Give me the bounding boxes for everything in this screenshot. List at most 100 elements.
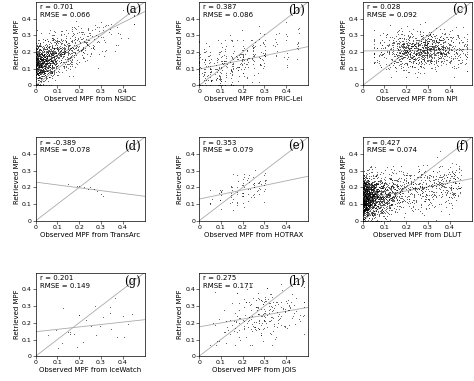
Point — [424, 196, 432, 202]
Point — [362, 195, 370, 202]
Point — [403, 196, 410, 202]
Point — [418, 186, 425, 192]
Point — [48, 32, 55, 38]
Point — [370, 191, 377, 197]
Point — [34, 40, 42, 46]
Point — [427, 58, 434, 64]
Point — [360, 194, 367, 200]
Point — [371, 202, 379, 208]
Point — [458, 46, 466, 53]
Point — [453, 48, 460, 54]
Point — [94, 65, 101, 71]
Point — [373, 189, 381, 195]
Point — [451, 180, 458, 186]
Point — [294, 42, 301, 48]
Point — [395, 56, 403, 62]
Point — [420, 70, 428, 76]
Point — [363, 207, 371, 213]
Point — [417, 201, 424, 207]
Point — [36, 62, 43, 69]
Point — [35, 81, 42, 87]
Point — [375, 212, 383, 218]
Point — [398, 50, 405, 56]
Point — [371, 178, 378, 184]
Point — [437, 208, 444, 214]
Point — [58, 51, 66, 57]
Point — [269, 315, 277, 321]
Point — [390, 205, 398, 211]
Point — [359, 192, 366, 198]
Point — [36, 43, 44, 49]
Point — [294, 26, 301, 32]
Point — [403, 23, 410, 29]
Point — [363, 196, 370, 202]
Point — [260, 325, 268, 331]
Point — [361, 176, 369, 182]
Point — [366, 164, 374, 170]
Point — [419, 52, 427, 58]
Point — [390, 195, 398, 201]
Point — [399, 45, 407, 51]
Point — [33, 53, 40, 59]
Point — [37, 64, 45, 70]
Point — [61, 48, 69, 54]
Point — [445, 177, 453, 183]
Point — [362, 187, 369, 193]
Point — [397, 58, 404, 64]
Point — [240, 174, 247, 181]
Point — [239, 190, 246, 196]
Point — [195, 50, 203, 56]
Point — [92, 32, 100, 38]
Point — [442, 184, 450, 190]
Point — [36, 55, 44, 61]
Point — [363, 189, 370, 195]
Point — [443, 190, 450, 196]
Point — [369, 192, 377, 198]
Point — [439, 45, 447, 51]
Point — [230, 56, 237, 62]
Point — [371, 173, 378, 179]
X-axis label: Observed MPF from HOTRAX: Observed MPF from HOTRAX — [204, 232, 303, 238]
Point — [438, 180, 446, 186]
Point — [420, 61, 428, 67]
Point — [36, 62, 43, 69]
Point — [431, 51, 438, 57]
Point — [38, 56, 46, 62]
Point — [363, 181, 370, 187]
Point — [364, 194, 372, 200]
Point — [387, 184, 395, 190]
Point — [407, 178, 415, 184]
Point — [39, 56, 47, 62]
Point — [374, 208, 382, 215]
Point — [228, 53, 235, 59]
Point — [249, 56, 256, 62]
Point — [362, 192, 370, 198]
Point — [52, 50, 60, 56]
Point — [392, 191, 399, 197]
Point — [60, 305, 67, 311]
Point — [445, 54, 453, 60]
Point — [36, 69, 43, 75]
Point — [215, 76, 222, 82]
Point — [365, 193, 373, 199]
Point — [49, 52, 57, 58]
Point — [360, 216, 368, 222]
Point — [445, 188, 452, 194]
Point — [36, 82, 44, 88]
Point — [452, 192, 459, 198]
Point — [416, 29, 423, 35]
Point — [206, 71, 214, 77]
Point — [386, 192, 394, 198]
Point — [40, 56, 47, 62]
Point — [391, 193, 399, 199]
Point — [74, 35, 82, 42]
Point — [257, 332, 264, 338]
Point — [369, 187, 376, 193]
Point — [197, 51, 204, 57]
Point — [40, 54, 47, 60]
Point — [32, 48, 40, 54]
Point — [370, 204, 377, 210]
X-axis label: Observed MPF from IceWatch: Observed MPF from IceWatch — [39, 367, 141, 373]
Point — [454, 61, 462, 67]
Point — [259, 65, 267, 71]
